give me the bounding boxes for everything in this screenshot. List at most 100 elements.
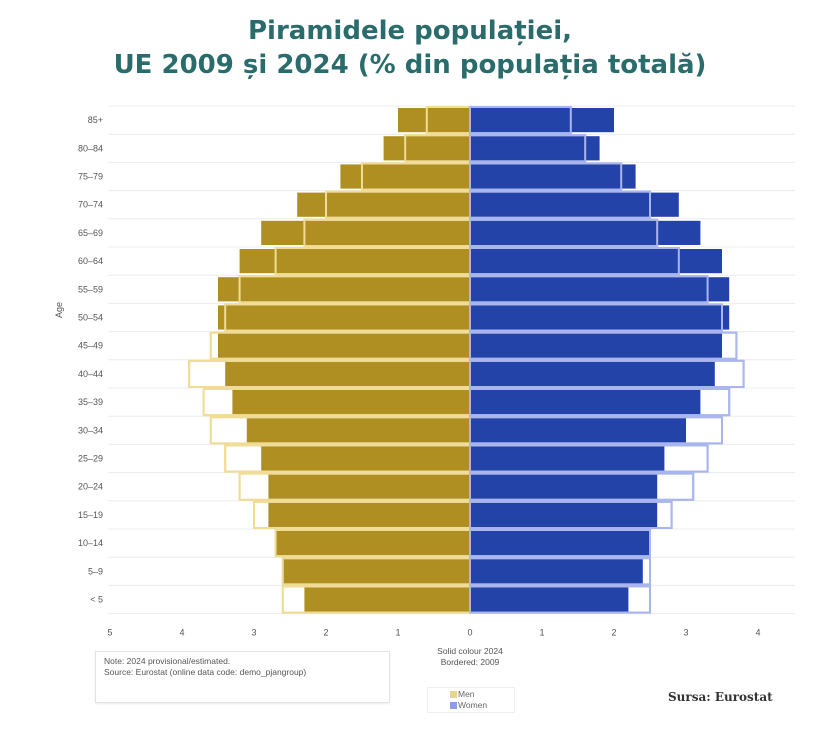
legend-swatch-men <box>450 691 457 698</box>
bar-women-2009-outline <box>469 134 587 163</box>
legend-swatch-women <box>450 702 457 709</box>
bars <box>188 106 745 614</box>
bar-women-2009-outline <box>469 444 709 473</box>
bar-men-2024 <box>340 164 469 189</box>
bar-women-2009-outline <box>469 275 709 304</box>
bar-men-2024 <box>304 587 469 612</box>
bar-women-2009-outline <box>469 247 680 276</box>
bar-men-2024 <box>218 277 469 302</box>
chart-caption: Solid colour 2024 Bordered: 2009 <box>395 646 545 668</box>
x-tick-label: 3 <box>683 628 688 638</box>
y-tick-label: 45–49 <box>78 341 103 351</box>
caption-bordered: Bordered: 2009 <box>440 657 500 667</box>
bar-men-2024 <box>261 446 469 471</box>
bar-women-2009-outline <box>469 416 723 445</box>
note-line: Note: 2024 provisional/estimated. <box>104 656 231 666</box>
y-tick-label: < 5 <box>90 595 103 605</box>
bar-men-2024 <box>246 418 469 443</box>
x-tick-label: 4 <box>179 628 184 638</box>
x-tick-label: 1 <box>539 628 544 638</box>
x-tick-label: 2 <box>323 628 328 638</box>
y-tick-label: 80–84 <box>78 143 103 153</box>
source-line: Source: Eurostat (online data code: demo… <box>104 667 307 677</box>
bar-women-2009-outline <box>469 472 695 501</box>
x-tick-label: 0 <box>467 628 472 638</box>
bar-women-2024 <box>471 390 701 415</box>
y-tick-label: 30–34 <box>78 425 103 435</box>
y-tick-label: 35–39 <box>78 397 103 407</box>
bar-women-2009-outline <box>469 331 738 360</box>
bar-women-2024 <box>471 418 686 443</box>
bar-women-2024 <box>471 333 722 358</box>
bar-women-2024 <box>471 305 730 330</box>
bar-women-2009-outline <box>469 162 623 191</box>
bar-women-2024 <box>471 192 679 217</box>
y-axis-labels: 85+ 80–84 75–79 70–74 65–69 60–64 55–59 50–54 45… <box>78 115 103 604</box>
y-tick-label: 15–19 <box>78 510 103 520</box>
x-axis-labels: 5 4 3 2 1 0 1 2 3 4 <box>107 628 760 638</box>
note-box: Note: 2024 provisional/estimated. Source… <box>95 651 390 703</box>
x-tick-label: 4 <box>755 628 760 638</box>
y-tick-label: 70–74 <box>78 200 103 210</box>
bar-women-2024 <box>471 277 730 302</box>
x-tick-label: 5 <box>107 628 112 638</box>
y-axis-title: Age <box>54 302 64 318</box>
bar-women-2024 <box>471 136 600 161</box>
y-tick-label: 65–69 <box>78 228 103 238</box>
bar-women-2024 <box>471 531 650 556</box>
y-tick-label: 5–9 <box>88 566 103 576</box>
bar-women-2009-outline <box>469 303 723 332</box>
y-tick-label: 60–64 <box>78 256 103 266</box>
legend-item-women: Women <box>450 700 514 711</box>
bar-men-2024 <box>239 249 469 274</box>
bar-women-2009-outline <box>469 359 745 388</box>
chart-title: Piramidele populației, UE 2009 și 2024 (… <box>0 14 820 82</box>
bar-women-2024 <box>471 108 614 133</box>
caption-solid: Solid colour 2024 <box>437 646 503 656</box>
legend-label-women: Women <box>458 700 488 710</box>
legend-label-men: Men <box>458 689 475 699</box>
bar-men-2024 <box>218 305 469 330</box>
bar-men-2024 <box>218 333 469 358</box>
bar-men-2024 <box>297 192 469 217</box>
bar-women-2009-outline <box>469 529 651 558</box>
bar-men-2024 <box>232 390 469 415</box>
bar-men-2024 <box>275 531 469 556</box>
source-label: Sursa: Eurostat <box>668 690 773 704</box>
bar-women-2024 <box>471 164 636 189</box>
bar-women-2024 <box>471 502 658 527</box>
bar-women-2024 <box>471 559 643 584</box>
chart-title-line-2: UE 2009 și 2024 (% din populația totală) <box>113 50 707 80</box>
x-tick-label: 3 <box>251 628 256 638</box>
bar-men-2024 <box>383 136 469 161</box>
x-tick-label: 1 <box>395 628 400 638</box>
bar-men-2024 <box>268 502 469 527</box>
y-tick-label: 40–44 <box>78 369 103 379</box>
legend-item-men: Men <box>450 689 514 700</box>
bar-men-2024 <box>225 361 469 386</box>
bar-women-2009-outline <box>469 500 673 529</box>
y-tick-label: 55–59 <box>78 284 103 294</box>
bar-women-2009-outline <box>469 557 651 586</box>
bar-women-2024 <box>471 587 629 612</box>
x-tick-label: 2 <box>611 628 616 638</box>
bar-men-2024 <box>398 108 469 133</box>
bar-men-2024 <box>282 559 469 584</box>
bar-women-2009-outline <box>469 218 659 248</box>
bar-women-2024 <box>471 361 715 386</box>
chart-title-line-1: Piramidele populației, <box>248 16 572 46</box>
legend: Men Women <box>427 687 515 713</box>
bar-women-2024 <box>471 220 701 245</box>
bar-men-2024 <box>261 220 469 245</box>
bar-women-2009-outline <box>469 190 651 219</box>
bar-women-2024 <box>471 474 658 499</box>
y-tick-label: 50–54 <box>78 313 103 323</box>
bar-women-2009-outline <box>469 106 572 135</box>
bar-women-2024 <box>471 249 722 274</box>
y-tick-label: 20–24 <box>78 482 103 492</box>
bar-women-2009-outline <box>469 585 651 614</box>
y-tick-label: 85+ <box>88 115 103 125</box>
y-tick-label: 75–79 <box>78 172 103 182</box>
y-tick-label: 25–29 <box>78 454 103 464</box>
